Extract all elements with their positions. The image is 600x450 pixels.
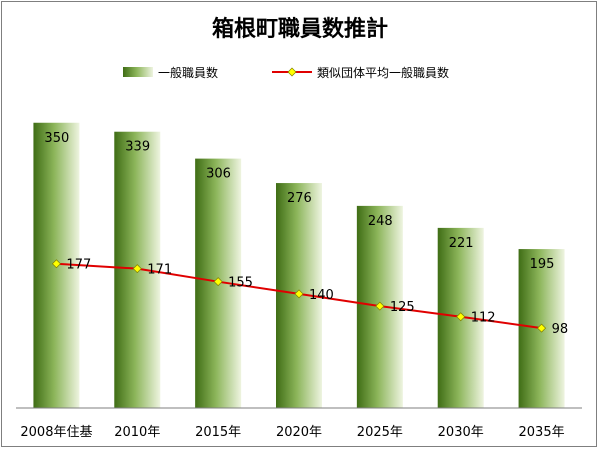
- x-tick-label: 2025年: [357, 425, 403, 440]
- legend-line-label: 類似団体平均一般職員数: [317, 65, 449, 80]
- x-tick-label: 2010年: [114, 425, 160, 440]
- line-value-label: 98: [552, 322, 569, 337]
- x-tick-labels: 2008年住基 2010年 2015年 2020年 2025年 2030年 2035年: [20, 425, 564, 440]
- bar-value-label: 221: [449, 236, 474, 251]
- legend-bar-swatch: [123, 67, 153, 77]
- line-series: 177 171 155 140 125 112 98: [51, 258, 569, 337]
- line-value-label: 112: [471, 311, 496, 326]
- chart-title: 箱根町職員数推計: [212, 16, 388, 42]
- bar-value-label: 339: [125, 140, 150, 155]
- x-tick-label: 2008年住基: [20, 425, 92, 440]
- line-point: [375, 301, 385, 311]
- x-tick-label: 2015年: [195, 425, 241, 440]
- line-value-label: 171: [147, 263, 172, 278]
- line-value-label: 140: [309, 288, 334, 303]
- bar-value-label: 195: [530, 257, 555, 272]
- line-point: [294, 289, 304, 299]
- line-value-label: 125: [390, 300, 415, 315]
- line-point: [51, 259, 61, 269]
- bar-value-label: 306: [206, 167, 231, 182]
- line-value-label: 177: [66, 258, 91, 273]
- line-point: [132, 264, 142, 274]
- line-point: [456, 312, 466, 322]
- legend-line-marker: [287, 67, 297, 77]
- legend: 一般職員数 類似団体平均一般職員数: [123, 65, 449, 80]
- bar-value-label: 276: [287, 191, 312, 206]
- line-point: [213, 277, 223, 287]
- bar-value-label: 350: [44, 131, 69, 146]
- bar-series: 350 339 306 276 248 221 195: [33, 122, 565, 408]
- line-point: [537, 323, 547, 333]
- x-tick-label: 2020年: [276, 425, 322, 440]
- bar-value-label: 248: [368, 214, 393, 229]
- x-tick-label: 2030年: [438, 425, 484, 440]
- line-value-label: 155: [228, 276, 253, 291]
- x-tick-label: 2035年: [519, 425, 565, 440]
- legend-bar-label: 一般職員数: [158, 65, 218, 80]
